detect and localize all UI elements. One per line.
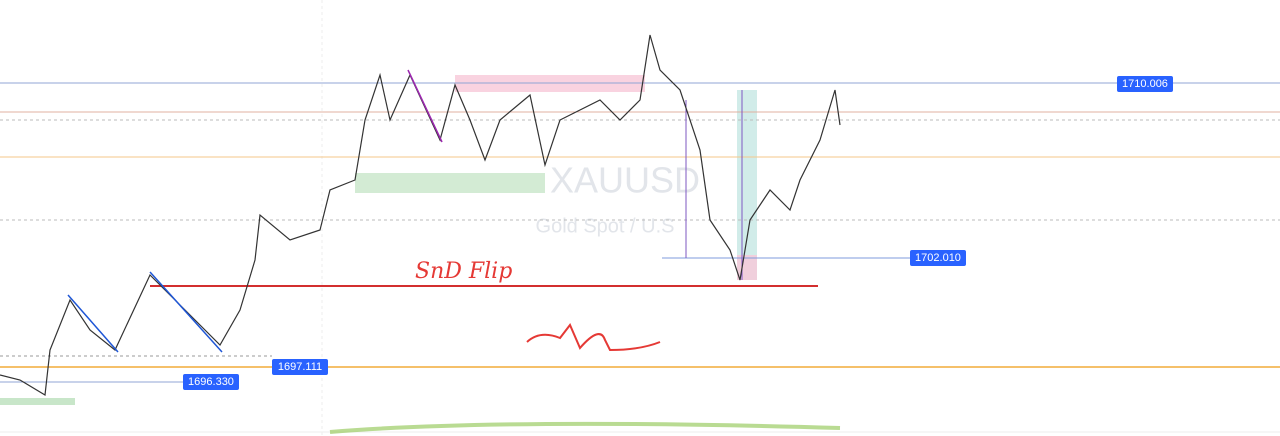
volume (329, 421, 841, 434)
price-label-box (910, 250, 966, 266)
trend-line (67, 294, 119, 353)
price-line (0, 34, 841, 396)
demand-zone (355, 173, 545, 193)
price-label-box (183, 374, 239, 390)
watermark-description: Gold Spot / U.S (536, 215, 675, 237)
range-box (737, 90, 757, 280)
trend-line (149, 271, 223, 353)
price-label: 1697.111 (278, 361, 322, 373)
scribble (526, 323, 661, 352)
annotation: SnD Flip (415, 259, 512, 284)
price-label: 1696.330 (188, 376, 234, 388)
watermark-symbol: XAUUSD (550, 160, 700, 201)
trend-line (407, 69, 443, 143)
price-label-box (272, 359, 328, 375)
price-label-box (1117, 76, 1173, 92)
price-label: 1710.006 (1122, 78, 1168, 90)
demand-zone (0, 398, 75, 405)
price-label: 1702.010 (915, 252, 961, 264)
range-box (737, 255, 757, 280)
